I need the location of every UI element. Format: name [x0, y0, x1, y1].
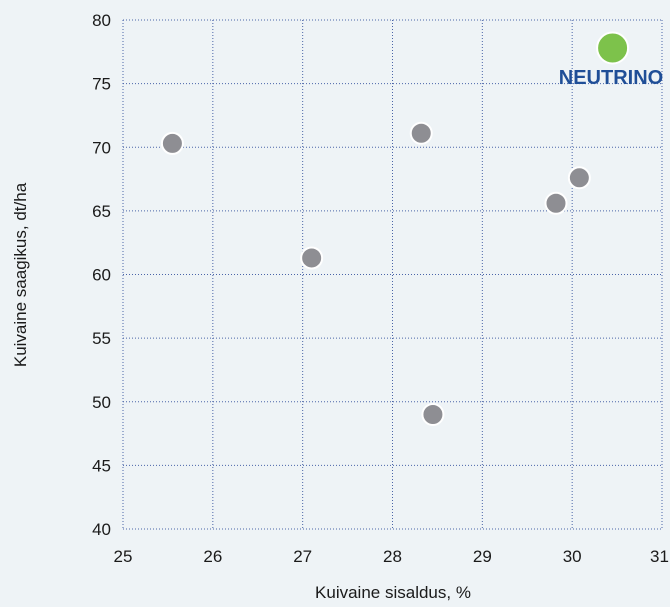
highlight-point: [596, 31, 630, 65]
y-tick-label: 45: [92, 456, 111, 475]
highlight-label: NEUTRINO: [559, 67, 663, 89]
y-tick-label: 50: [92, 393, 111, 412]
data-point: [160, 131, 184, 155]
x-tick-label: 31: [650, 547, 669, 566]
x-tick-label: 30: [563, 547, 582, 566]
y-tick-label: 75: [92, 75, 111, 94]
highlight-group: NEUTRINO: [559, 31, 663, 89]
x-tick-label: 25: [114, 547, 133, 566]
data-point: [421, 402, 445, 426]
y-tick-label: 65: [92, 202, 111, 221]
data-point: [300, 246, 324, 270]
y-axis-ticks: 40 45 50 55 60 65 70 75 80: [92, 11, 111, 539]
y-tick-label: 80: [92, 11, 111, 30]
data-point: [544, 191, 568, 215]
x-tick-label: 26: [203, 547, 222, 566]
y-tick-label: 70: [92, 138, 111, 157]
data-point: [409, 121, 433, 145]
y-tick-label: 60: [92, 266, 111, 285]
data-point: [567, 166, 591, 190]
y-tick-label: 40: [92, 520, 111, 539]
y-axis-title: Kuivaine saagikus, dt/ha: [11, 182, 30, 367]
grid-lines: [122, 19, 663, 530]
x-axis-title: Kuivaine sisaldus, %: [315, 583, 471, 602]
data-points: [160, 121, 591, 426]
x-axis-ticks: 25 26 27 28 29 30 31: [114, 547, 669, 566]
y-tick-label: 55: [92, 329, 111, 348]
x-tick-label: 28: [383, 547, 402, 566]
x-tick-label: 27: [293, 547, 312, 566]
x-tick-label: 29: [473, 547, 492, 566]
